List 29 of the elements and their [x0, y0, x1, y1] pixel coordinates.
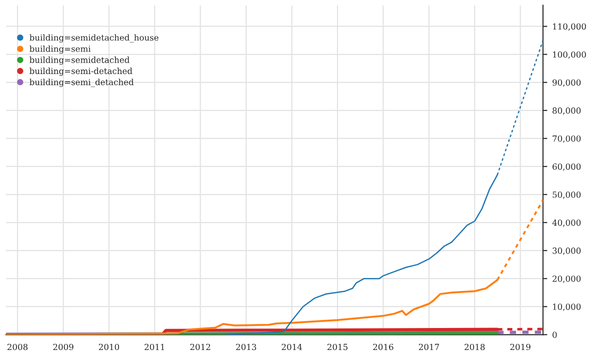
y-tick-label: 50,000: [552, 191, 581, 199]
y-tick-label: 80,000: [552, 107, 581, 115]
x-tick-label: 2012: [190, 344, 210, 350]
x-tick-label: 2010: [98, 344, 120, 350]
legend-label: building=semidetached: [30, 56, 130, 65]
x-tick-label: 2014: [282, 344, 302, 350]
legend-label: building=semi-detached: [30, 68, 132, 76]
x-tick-label: 2018: [464, 344, 485, 350]
y-tick-label: 30,000: [552, 248, 581, 255]
x-tick-label: 2009: [53, 344, 74, 350]
y-tick-label: 70,000: [552, 135, 581, 143]
y-tick-label: 40,000: [552, 220, 581, 227]
x-tick-label: 2008: [7, 344, 28, 350]
x-tick-label: 2017: [418, 344, 439, 350]
y-tick-label: 100,000: [553, 51, 586, 59]
x-tick-label: 2016: [373, 344, 394, 350]
y-tick-label: 10,000: [553, 304, 581, 311]
x-tick-label: 2019: [510, 344, 530, 350]
legend-label: building=semidetached_house: [30, 34, 158, 43]
x-tick-label: 2013: [236, 344, 256, 350]
legend-label: building=semi: [30, 45, 91, 54]
x-tick-label: 2011: [144, 344, 164, 350]
y-tick-label: 60,000: [552, 163, 581, 171]
x-tick-label: 2015: [327, 344, 348, 350]
y-tick-label: 20,000: [552, 276, 581, 283]
legend-label: building=semi_detached: [30, 78, 134, 88]
y-tick-label: 110,000: [553, 23, 586, 31]
y-tick-label: 90,000: [552, 79, 581, 87]
y-tick-label: 0: [552, 332, 557, 338]
